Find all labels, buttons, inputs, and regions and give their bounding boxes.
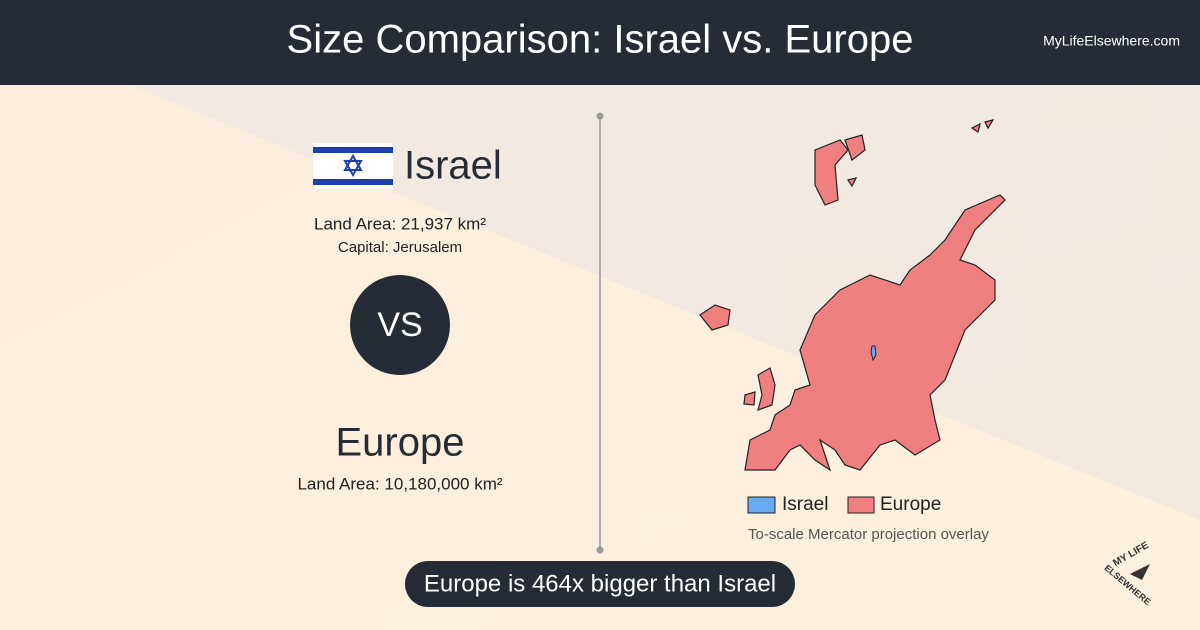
capital: Capital: Jerusalem [338, 239, 462, 256]
footer-text: Europe is 464x bigger than Israel [424, 570, 776, 597]
legend-label: Israel [782, 494, 828, 515]
map-note: To-scale Mercator projection overlay [748, 526, 989, 543]
divider-end [596, 112, 604, 120]
footer-pill [405, 561, 795, 607]
flag [313, 143, 393, 189]
legend-swatch [847, 496, 875, 514]
europe-map [699, 119, 1006, 472]
divider-end [596, 546, 604, 554]
israel-map [870, 345, 877, 362]
title: Size Comparison: Israel vs. Europe [287, 18, 914, 62]
header-bar [0, 0, 1200, 85]
vs-text: VS [377, 306, 422, 344]
land-area: Land Area: 21,937 km² [314, 214, 486, 233]
legend-swatch [747, 496, 776, 514]
land-area: Land Area: 10,180,000 km² [297, 474, 502, 493]
site-name[interactable]: MyLifeElsewhere.com [1043, 33, 1180, 49]
vs-badge [350, 275, 450, 375]
legend-label: Europe [880, 494, 941, 515]
region-name: Europe [336, 421, 465, 465]
country-name: Israel [404, 144, 502, 188]
